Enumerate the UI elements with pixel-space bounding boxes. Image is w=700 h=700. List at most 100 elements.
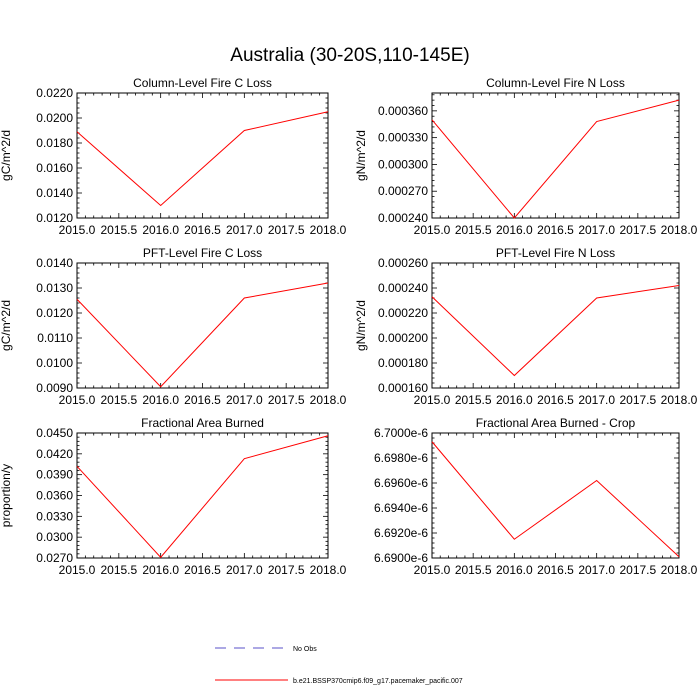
y-tick-label: 0.0100 — [36, 356, 73, 370]
y-tick-label: 0.000330 — [378, 131, 428, 145]
series-line — [431, 99, 680, 219]
y-tick-label: 0.000260 — [378, 256, 428, 270]
panel-title: Column-Level Fire N Loss — [486, 76, 625, 90]
x-tick-label: 2017.0 — [226, 223, 263, 237]
y-tick-label: 0.000270 — [378, 184, 428, 198]
legend-model-label: b.e21.BSSP370cmip6.f09_g17.pacemaker_pac… — [293, 678, 463, 685]
y-tick-label: 6.7000e-6 — [374, 426, 428, 440]
x-tick-label: 2016.5 — [184, 223, 221, 237]
y-axis-label: gC/m^2/d — [0, 300, 13, 351]
chart-panel-5: Fractional Area Burned 2015.0 2015.5 2016.0… — [0, 416, 347, 577]
series-line — [76, 435, 329, 559]
x-tick-label: 2016.0 — [496, 563, 533, 577]
x-tick-label: 2015.5 — [100, 563, 137, 577]
y-tick-label: 0.000200 — [378, 331, 428, 345]
y-tick-label: 0.0120 — [36, 211, 73, 225]
chart-panel-2: Column-Level Fire N Loss 2015.0 2015.5 2016… — [354, 76, 698, 237]
series-line — [76, 111, 329, 207]
y-tick-label: 0.0220 — [36, 86, 73, 100]
x-tick-label: 2017.5 — [619, 563, 656, 577]
x-tick-label: 2017.5 — [268, 223, 305, 237]
x-tick-label: 2018.0 — [310, 393, 347, 407]
x-tick-label: 2015.5 — [100, 393, 137, 407]
y-axis-label: proportion/y — [0, 464, 13, 527]
y-tick-label: 0.0140 — [36, 256, 73, 270]
x-tick-label: 2017.5 — [268, 393, 305, 407]
x-tick-label: 2016.5 — [184, 563, 221, 577]
y-tick-label: 0.0130 — [36, 281, 73, 295]
y-tick-label: 0.0300 — [36, 530, 73, 544]
chart-panel-4: PFT-Level Fire N Loss 2015.0 2015.5 2016.0 2… — [354, 246, 698, 407]
y-tick-label: 0.0120 — [36, 306, 73, 320]
chart-panel-1: Column-Level Fire C Loss 2015.0 2015.5 2016… — [0, 76, 347, 237]
x-tick-label: 2017.5 — [619, 393, 656, 407]
y-axis-label: gN/m^2/d — [354, 130, 368, 181]
panel-title: Column-Level Fire C Loss — [133, 76, 272, 90]
x-tick-label: 2018.0 — [310, 563, 347, 577]
y-tick-label: 0.0390 — [36, 468, 73, 482]
y-axis-label: gN/m^2/d — [354, 300, 368, 351]
x-tick-label: 2016.0 — [142, 563, 179, 577]
y-tick-label: 0.0330 — [36, 509, 73, 523]
x-tick-label: 2018.0 — [661, 393, 698, 407]
x-tick-label: 2017.0 — [578, 223, 615, 237]
x-tick-label: 2015.0 — [59, 563, 96, 577]
x-tick-label: 2018.0 — [310, 223, 347, 237]
y-tick-label: 0.0090 — [36, 381, 73, 395]
legend-obs-label: No Obs — [293, 646, 317, 653]
x-tick-label: 2015.0 — [59, 223, 96, 237]
series-line — [431, 285, 680, 377]
series-line — [76, 282, 329, 388]
y-tick-label: 6.6980e-6 — [374, 451, 428, 465]
y-tick-label: 0.0420 — [36, 447, 73, 461]
y-tick-label: 0.000240 — [378, 281, 428, 295]
x-tick-label: 2016.0 — [496, 393, 533, 407]
y-tick-label: 0.0360 — [36, 489, 73, 503]
x-tick-label: 2017.5 — [619, 223, 656, 237]
x-tick-label: 2017.5 — [268, 563, 305, 577]
x-tick-label: 2017.0 — [578, 563, 615, 577]
y-tick-label: 6.6920e-6 — [374, 526, 428, 540]
x-tick-label: 2018.0 — [661, 223, 698, 237]
panel-title: Fractional Area Burned - Crop — [476, 416, 636, 430]
y-tick-label: 0.000300 — [378, 157, 428, 171]
x-tick-label: 2016.5 — [537, 393, 574, 407]
panel-title: Fractional Area Burned — [141, 416, 264, 430]
x-tick-label: 2016.5 — [184, 393, 221, 407]
panel-title: PFT-Level Fire N Loss — [496, 246, 615, 260]
x-tick-label: 2017.0 — [226, 393, 263, 407]
x-tick-label: 2015.0 — [414, 393, 451, 407]
y-tick-label: 0.0160 — [36, 161, 73, 175]
panel-grid: Column-Level Fire C Loss 2015.0 2015.5 2016… — [0, 76, 698, 577]
x-tick-label: 2018.0 — [661, 563, 698, 577]
y-tick-label: 0.000180 — [378, 356, 428, 370]
x-tick-label: 2015.5 — [455, 223, 492, 237]
y-tick-label: 0.000360 — [378, 104, 428, 118]
x-tick-label: 2015.5 — [455, 563, 492, 577]
y-tick-label: 0.000220 — [378, 306, 428, 320]
x-tick-label: 2016.5 — [537, 223, 574, 237]
y-tick-label: 0.0110 — [37, 331, 73, 345]
x-tick-label: 2015.5 — [100, 223, 137, 237]
y-tick-label: 0.0180 — [36, 136, 73, 150]
x-tick-label: 2015.5 — [455, 393, 492, 407]
x-tick-label: 2015.0 — [59, 393, 96, 407]
chart-panel-3: PFT-Level Fire C Loss 2015.0 2015.5 2016.0 2… — [0, 246, 347, 407]
legend: No Obs b.e21.BSSP370cmip6.f09_g17.pacema… — [215, 646, 463, 685]
x-tick-label: 2015.0 — [414, 223, 451, 237]
y-tick-label: 0.0200 — [36, 111, 73, 125]
panel-title: PFT-Level Fire C Loss — [143, 246, 262, 260]
y-tick-label: 0.000160 — [378, 381, 428, 395]
x-tick-label: 2016.5 — [537, 563, 574, 577]
x-tick-label: 2016.0 — [496, 223, 533, 237]
x-tick-label: 2017.0 — [578, 393, 615, 407]
y-tick-label: 6.6940e-6 — [374, 501, 428, 515]
x-tick-label: 2016.0 — [142, 223, 179, 237]
x-tick-label: 2015.0 — [414, 563, 451, 577]
x-tick-label: 2016.0 — [142, 393, 179, 407]
x-tick-label: 2017.0 — [226, 563, 263, 577]
y-tick-label: 0.0270 — [36, 551, 73, 565]
series-line — [431, 441, 680, 558]
